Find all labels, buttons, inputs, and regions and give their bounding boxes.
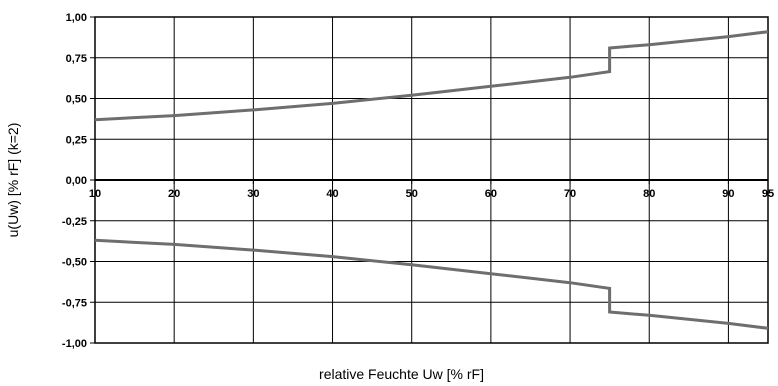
y-axis-label: u(Uw) [% rF] (k=2) [5, 123, 21, 238]
x-tick-label: 80 [643, 188, 655, 200]
lower-uncertainty-line [94, 238, 769, 330]
y-tick-label: -0,75 [62, 297, 87, 309]
y-tick-label: -0,25 [62, 216, 87, 228]
x-tick-label: 90 [722, 188, 734, 200]
y-tick-label: 0,75 [66, 53, 87, 65]
y-tick-label: -0,50 [62, 257, 87, 269]
y-tick-label: 0,25 [66, 134, 87, 146]
tick-label-layer: 1,00 0,75 0,50 0,25 0,00 -0,25 -0,50 -0,75 -1,00… [62, 12, 774, 350]
x-tick-label: 95 [762, 188, 774, 200]
x-axis-label: relative Feuchte Uw [% rF] [319, 366, 484, 382]
upper-uncertainty-line [94, 30, 769, 122]
y-tick-label: 0,50 [66, 94, 87, 106]
series-layer [94, 30, 769, 330]
x-tick-label: 30 [247, 188, 259, 200]
axis-layer [90, 16, 769, 344]
y-tick-label: 1,00 [66, 12, 87, 24]
x-tick-label: 40 [326, 188, 338, 200]
y-tick-label: 0,00 [66, 175, 87, 187]
x-tick-label: 60 [485, 188, 497, 200]
x-tick-label: 70 [564, 188, 576, 200]
x-tick-label: 10 [89, 188, 101, 200]
x-tick-label: 20 [168, 188, 180, 200]
x-tick-label: 50 [406, 188, 418, 200]
y-tick-label: -1,00 [62, 338, 87, 350]
